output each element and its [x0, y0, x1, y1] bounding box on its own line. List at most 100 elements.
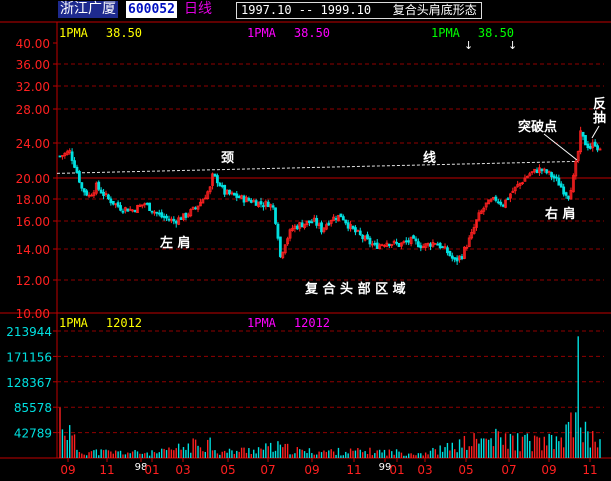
period-label[interactable]: 日线: [184, 1, 212, 17]
pullback-label-1: 反: [593, 96, 606, 112]
breakout-pointer: [543, 133, 578, 161]
candle-body: [167, 218, 171, 221]
candle-body: [213, 173, 217, 177]
candle-body: [68, 150, 72, 154]
candle-body: [90, 194, 93, 197]
candle-body: [136, 205, 139, 213]
candle-body: [358, 230, 362, 235]
x-tick-label: 09: [304, 463, 319, 477]
price-panel: 40.00 36.00 32.00 28.00 24.00 20.00 18.00 16.00…: [0, 21, 611, 459]
vol-ma2-name: 1PMA: [247, 316, 277, 330]
candle-body: [119, 205, 122, 211]
candle-body: [400, 242, 403, 247]
candle-body: [223, 184, 227, 195]
price-tick-label: 32.00: [16, 80, 50, 94]
candle-body: [312, 217, 316, 222]
candle-body: [564, 192, 568, 196]
candle-body: [460, 256, 464, 260]
title-bar: 浙江广厦 600052 日线 1997.10 -- 1999.10 复合头肩底形…: [0, 0, 611, 20]
x-tick-label: 98: [135, 462, 148, 473]
vol-ma2-value: 12012: [294, 316, 330, 330]
candle-body: [421, 245, 425, 249]
volume-panel: 213944 171156 128367 85578 42789 1PMA 12012 1…: [6, 316, 604, 458]
candle-body: [540, 168, 544, 172]
ma1-name: 1PMA: [59, 26, 89, 40]
candle-body: [586, 143, 590, 148]
breakout-label: 突破点: [518, 119, 557, 135]
candle-body: [433, 243, 437, 245]
ma3-value: 38.50: [478, 26, 514, 40]
candle-body: [160, 212, 164, 218]
x-tick-label: 11: [346, 463, 361, 477]
candle-body: [179, 217, 183, 220]
x-tick-label: 03: [175, 463, 190, 477]
candle-body: [489, 199, 493, 202]
candle-body: [228, 189, 231, 195]
candle-body: [97, 181, 101, 190]
candle-body: [87, 194, 91, 197]
candle-body: [172, 218, 176, 222]
candle-body: [341, 216, 345, 221]
candle-body: [482, 207, 486, 212]
candle-body: [252, 200, 256, 203]
price-tick-label: 14.00: [16, 243, 50, 257]
neckline-line: [56, 160, 579, 174]
candle-body: [545, 169, 549, 174]
candle-body: [303, 223, 306, 228]
candle-body: [225, 189, 229, 195]
candle-body: [598, 148, 602, 151]
pullback-pointer: [591, 125, 600, 139]
candle-body: [337, 214, 340, 222]
ma1-value: 38.50: [106, 26, 142, 40]
candle-body: [530, 171, 534, 174]
ma2-name: 1PMA: [247, 26, 277, 40]
candle-body: [70, 151, 74, 161]
candle-body: [332, 216, 336, 222]
vol-ma1-name: 1PMA: [59, 316, 89, 330]
candle-body: [521, 182, 524, 185]
candle-body: [414, 238, 418, 242]
candle-body: [315, 218, 319, 226]
price-tick-label: 12.00: [16, 274, 50, 288]
candle-body: [148, 202, 151, 212]
price-tick-label: 36.00: [16, 58, 50, 72]
candle-body: [538, 167, 541, 174]
candle-body: [462, 246, 466, 259]
candle-body: [547, 170, 551, 173]
x-tick-label: 03: [417, 463, 432, 477]
price-tick-label: 16.00: [16, 215, 50, 229]
candle-body: [274, 207, 277, 224]
candle-body: [94, 182, 98, 194]
candle-body: [107, 194, 110, 200]
candle-body: [165, 215, 168, 219]
price-y-axis: 40.00 36.00 32.00 28.00 24.00 20.00 18.00 16.00…: [16, 37, 57, 321]
candle-body: [327, 222, 331, 226]
price-grid: [0, 21, 611, 459]
candle-body: [61, 155, 64, 157]
candle-body: [131, 209, 135, 212]
candle-body: [557, 177, 561, 186]
neckline: [56, 160, 579, 174]
candle-body: [73, 160, 76, 168]
candle-body: [487, 199, 491, 205]
price-tick-label: 24.00: [16, 137, 50, 151]
candle-body: [242, 195, 246, 203]
candle-body: [533, 168, 537, 172]
candle-body: [310, 221, 314, 224]
candle-body: [186, 214, 190, 217]
candle-body: [446, 247, 449, 254]
stock-code[interactable]: 600052: [126, 1, 177, 18]
candle-body: [58, 155, 62, 158]
pullback-label-2: 抽: [593, 110, 606, 126]
head-zone-label: 复 合 头 部 区 域: [304, 281, 406, 297]
price-ma-labels: 1PMA 38.50 1PMA 38.50 1PMA 38.50 ↓ ↓: [59, 26, 517, 52]
date-range-box: 1997.10 -- 1999.10 复合头肩底形态: [236, 2, 482, 19]
x-tick-label: 11: [99, 463, 114, 477]
date-range: 1997.10 -- 1999.10: [241, 3, 372, 17]
stock-name[interactable]: 浙江广厦: [58, 1, 118, 18]
candle-body: [199, 201, 202, 207]
candle-body: [339, 213, 343, 218]
candle-body: [189, 209, 193, 217]
candle-body: [593, 141, 597, 147]
